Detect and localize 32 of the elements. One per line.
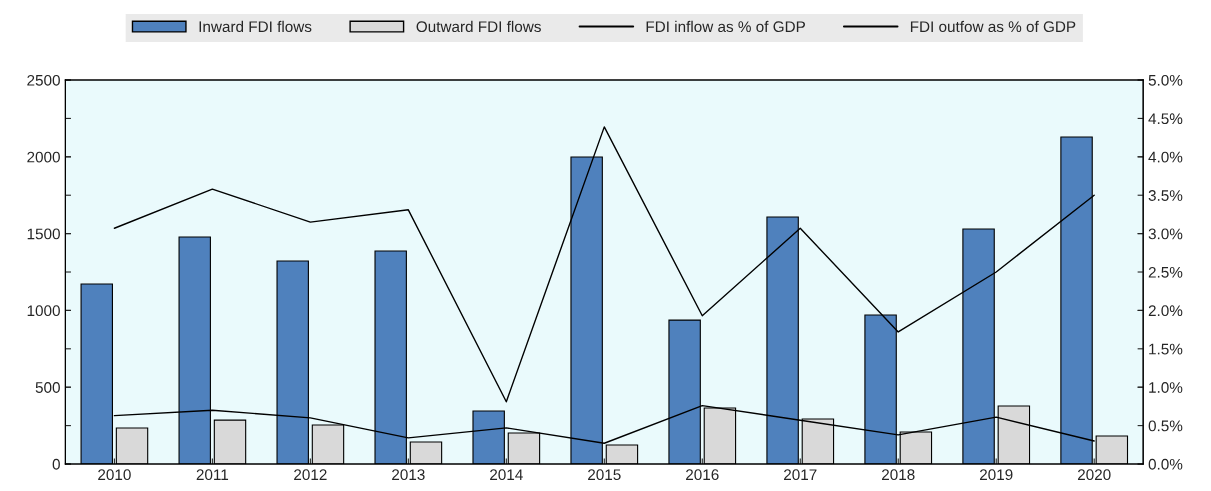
legend-label: Outward FDI flows (416, 20, 541, 33)
legend-label: FDI outfow as % of GDP (910, 20, 1076, 33)
legend-label: Inward FDI flows (199, 20, 312, 33)
x-tick-label: 2014 (490, 469, 523, 481)
x-tick-label: 2016 (686, 469, 719, 481)
y2-tick-label: 2.0% (1148, 305, 1183, 317)
y-tick-label: 2000 (27, 151, 60, 163)
y2-tick-label: 3.5% (1148, 190, 1183, 201)
x-tick-label: 2020 (1077, 469, 1111, 481)
y2-tick-label: 4.0% (1148, 151, 1183, 163)
x-tick-label: 2018 (882, 469, 915, 481)
y2-tick-label: 1.0% (1149, 382, 1183, 393)
y2-tick-label: 0.0% (1148, 458, 1183, 470)
legend-label: FDI inflow as % of GDP (646, 20, 805, 33)
y-tick-label: 1000 (27, 305, 60, 317)
y-tick-label: 1500 (27, 228, 60, 240)
y2-tick-label: 3.0% (1148, 228, 1183, 240)
y2-tick-label: 5.0% (1148, 74, 1183, 86)
x-tick-label: 2017 (784, 469, 817, 481)
y2-tick-label: 1.5% (1149, 343, 1183, 355)
y-tick-label: 500 (35, 382, 60, 393)
x-tick-label: 2013 (392, 469, 425, 481)
y2-tick-label: 0.5% (1148, 420, 1183, 432)
y-tick-label: 0 (52, 458, 60, 470)
y-tick-label: 2500 (27, 74, 60, 86)
x-tick-label: 2010 (98, 469, 131, 481)
x-tick-label: 2011 (196, 469, 229, 481)
x-tick-label: 2019 (979, 469, 1013, 481)
y2-tick-label: 4.5% (1148, 113, 1183, 125)
x-tick-label: 2012 (294, 469, 327, 481)
y2-tick-label: 2.5% (1148, 266, 1183, 278)
x-tick-label: 2015 (588, 469, 621, 481)
